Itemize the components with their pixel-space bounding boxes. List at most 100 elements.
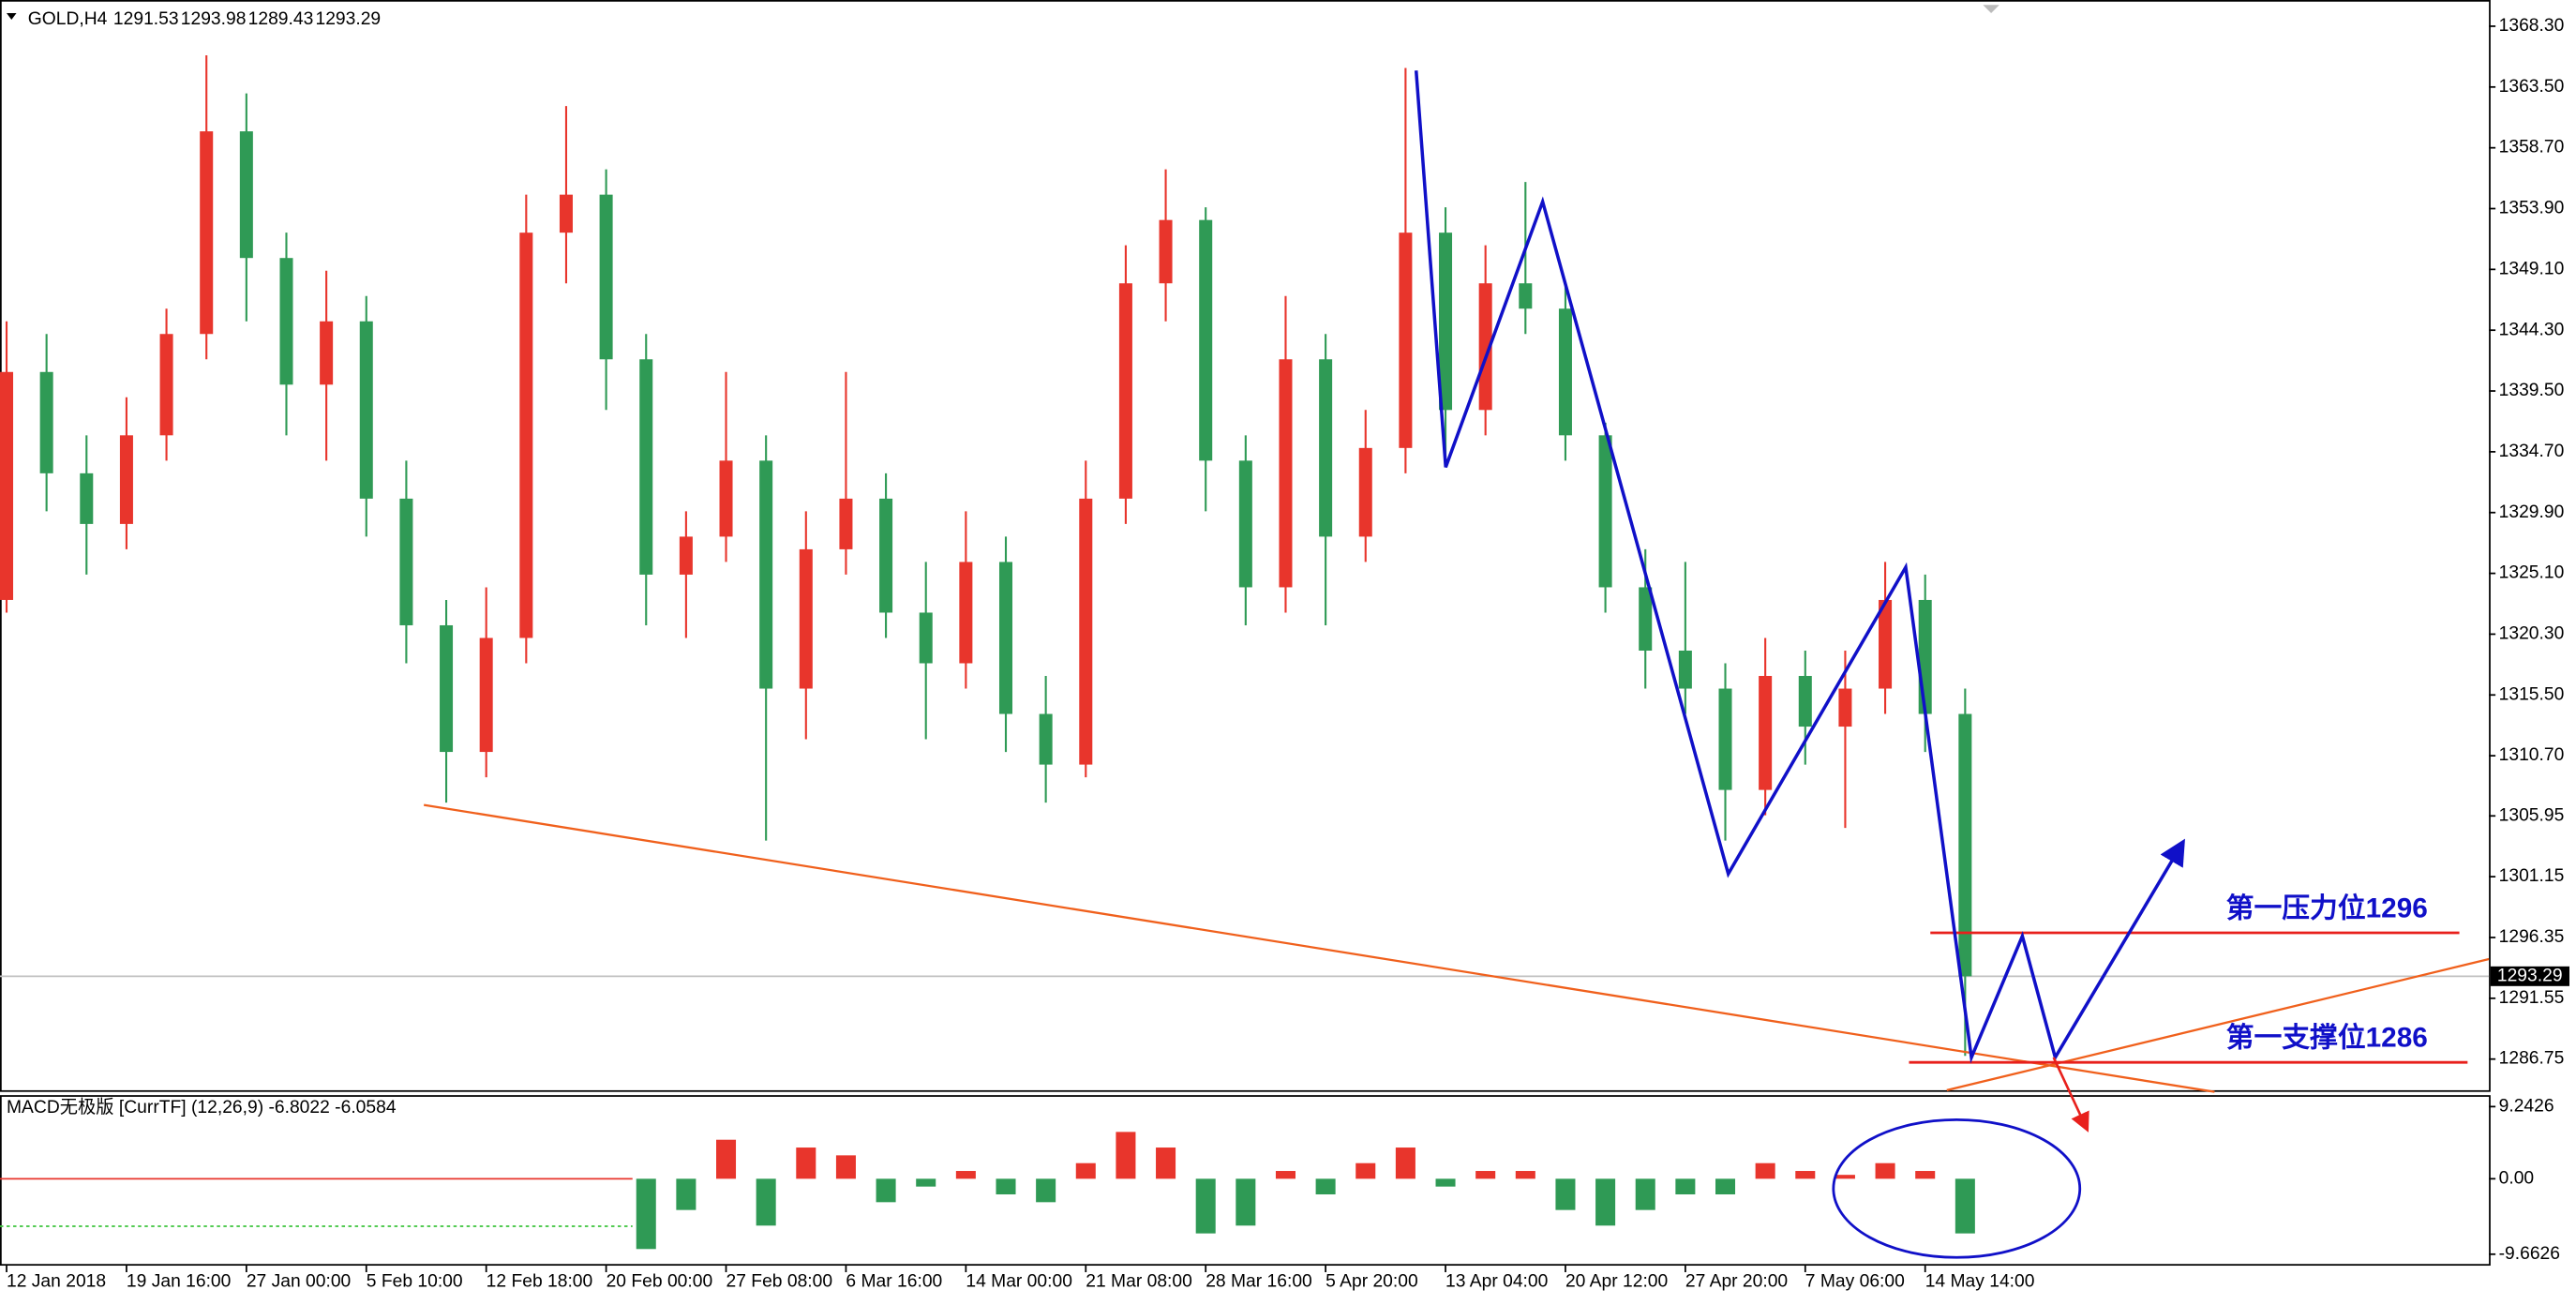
candle-body — [39, 371, 53, 473]
candle-body — [839, 498, 853, 549]
trend-line — [423, 803, 2215, 1093]
menu-marker — [7, 12, 17, 20]
x-tick-label: 12 Jan 2018 — [7, 1272, 106, 1292]
x-tick-label: 28 Mar 16:00 — [1206, 1272, 1312, 1292]
macd-bar — [1755, 1162, 1775, 1179]
macd-bar — [1395, 1148, 1415, 1179]
macd-bar — [1595, 1178, 1616, 1226]
y-tick-label: 1291.55 — [2499, 988, 2565, 1008]
candle-body — [1838, 688, 1852, 728]
y-tick-label: 1286.75 — [2499, 1049, 2565, 1069]
x-tick-label: 27 Apr 20:00 — [1685, 1272, 1788, 1292]
candle-body — [159, 334, 173, 436]
highlight-ellipse — [1832, 1118, 2082, 1259]
candle-body — [320, 321, 334, 385]
candle-body — [1478, 283, 1492, 411]
macd-bar — [1355, 1162, 1376, 1179]
y-tick-label: 1305.95 — [2499, 805, 2565, 825]
x-tick-label: 21 Mar 08:00 — [1086, 1272, 1192, 1292]
y-tick-label: 1320.30 — [2499, 624, 2565, 644]
x-tick-label: 12 Feb 18:00 — [487, 1272, 593, 1292]
candle-body — [1558, 308, 1572, 436]
header-value: 1293.98 — [181, 9, 247, 29]
y-tick-label: 1315.50 — [2499, 684, 2565, 704]
trend-line — [1946, 957, 2490, 1092]
candle-body — [239, 131, 253, 259]
y-tick-label: 1344.30 — [2499, 320, 2565, 339]
candle-body — [1238, 460, 1252, 588]
current-price-label: 1293.29 — [2497, 966, 2563, 985]
candle-body — [1319, 359, 1333, 537]
candle-body — [799, 548, 813, 689]
candle-body — [559, 194, 573, 233]
macd-bar — [1915, 1171, 1936, 1179]
candle-body — [679, 536, 693, 575]
candle-body — [879, 498, 893, 613]
macd-bar — [796, 1148, 816, 1179]
candle-body — [959, 562, 973, 664]
y-tick-label: 1358.70 — [2499, 138, 2565, 158]
candle-body — [1918, 599, 1932, 714]
candle-body — [639, 359, 653, 575]
annotation: 第一压力位1296 — [2226, 892, 2428, 923]
macd-bar — [1515, 1171, 1535, 1179]
macd-bar — [1475, 1171, 1496, 1179]
candle-body — [1598, 435, 1612, 588]
macd-bar — [835, 1155, 856, 1179]
candle-body — [1639, 587, 1653, 651]
candle-body — [1678, 650, 1692, 689]
header-value: 1289.43 — [248, 9, 314, 29]
candle-body — [1118, 283, 1132, 499]
macd-bar — [756, 1178, 776, 1226]
macd-title: MACD无极版 [CurrTF] (12,26,9) -6.8022 -6.05… — [7, 1097, 397, 1118]
candle-body — [1079, 498, 1093, 765]
macd-bar — [1835, 1175, 1855, 1179]
y-tick-label: 1334.70 — [2499, 442, 2565, 461]
macd-bar — [876, 1178, 896, 1203]
y-tick-label: 1329.90 — [2499, 502, 2565, 522]
candle-body — [399, 498, 413, 625]
macd-bar — [676, 1178, 696, 1210]
candle-body — [599, 194, 613, 360]
macd-bar — [1036, 1178, 1056, 1203]
wave-path — [1414, 70, 2185, 1064]
macd-bar — [1875, 1162, 1895, 1179]
candle-body — [919, 612, 933, 664]
macd-bar — [1275, 1171, 1295, 1179]
x-tick-label: 27 Jan 00:00 — [247, 1272, 351, 1292]
macd-bar — [996, 1178, 1016, 1195]
y-tick-label: -9.6626 — [2499, 1244, 2560, 1264]
x-tick-label: 6 Mar 16:00 — [846, 1272, 942, 1292]
y-tick-label: 1301.15 — [2499, 866, 2565, 886]
candle-body — [998, 562, 1013, 714]
candle-body — [1399, 232, 1413, 448]
candle-body — [0, 371, 14, 600]
x-tick-label: 5 Apr 20:00 — [1325, 1272, 1418, 1292]
candle-body — [1279, 359, 1293, 588]
y-tick-label: 1325.10 — [2499, 563, 2565, 583]
symbol: GOLD,H4 — [28, 9, 108, 29]
candle-body — [1358, 447, 1372, 537]
macd-bar — [1954, 1178, 1975, 1234]
scroll-marker — [1983, 5, 1999, 13]
candle-body — [279, 258, 293, 385]
y-tick-label: 0.00 — [2499, 1168, 2535, 1188]
candle-body — [119, 435, 133, 524]
x-tick-label: 14 May 14:00 — [1925, 1272, 2035, 1292]
header-value: 1293.29 — [315, 9, 381, 29]
header-value: 1291.53 — [113, 9, 179, 29]
x-tick-label: 20 Apr 12:00 — [1565, 1272, 1668, 1292]
candle-body — [479, 638, 493, 753]
macd-bar — [1195, 1178, 1216, 1234]
y-tick-label: 1296.35 — [2499, 927, 2565, 947]
candle-body — [519, 232, 533, 638]
macd-bar — [1075, 1162, 1096, 1179]
x-tick-label: 7 May 06:00 — [1805, 1272, 1905, 1292]
candle-body — [1439, 232, 1453, 411]
macd-bar — [1635, 1178, 1655, 1210]
y-tick-label: 1368.30 — [2499, 16, 2565, 36]
candle-body — [1199, 219, 1213, 461]
macd-bar — [1555, 1178, 1576, 1210]
